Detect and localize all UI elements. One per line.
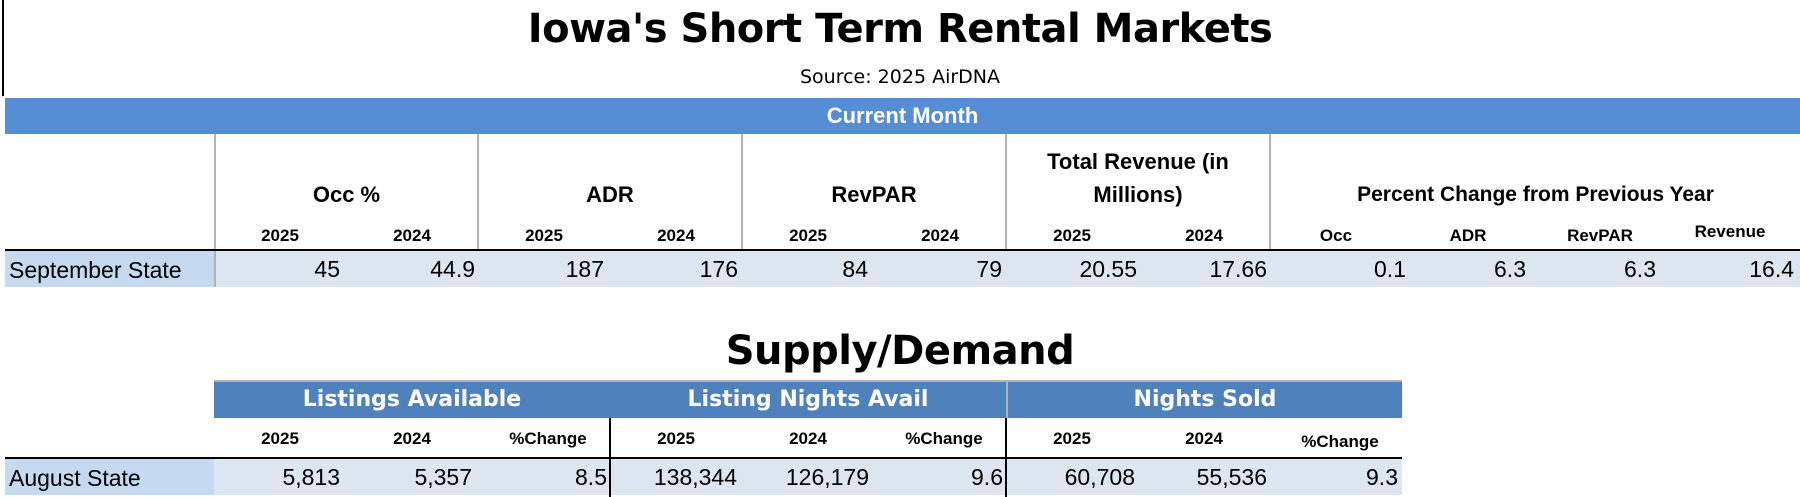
- sd-band-separator: [1006, 382, 1008, 418]
- row-top-rule: [5, 249, 1800, 251]
- supply-demand-title: Supply/Demand: [725, 328, 1075, 374]
- current-month-band: Current Month: [5, 98, 1800, 134]
- value-adr-2024: 176: [699, 256, 738, 282]
- header-total-revenue-line2: Millions): [1093, 182, 1183, 207]
- sd-col-label: 2024: [789, 429, 827, 448]
- pct-col-adr: ADR: [1449, 226, 1487, 245]
- sd-value: 9.6: [971, 464, 1003, 490]
- sd-col-label: %Change: [1301, 432, 1379, 451]
- year-label: 2025: [525, 226, 563, 245]
- value-pct-adr: 6.3: [1494, 256, 1526, 282]
- sd-col-label: %Change: [905, 429, 983, 448]
- sd-col-label: 2024: [393, 429, 431, 448]
- sd-col-label: 2025: [261, 429, 299, 448]
- value-adr-2025: 187: [565, 256, 604, 282]
- year-label: 2025: [1053, 226, 1091, 245]
- pct-col-occ: Occ: [1319, 226, 1353, 245]
- column-separator: [477, 134, 479, 287]
- sd-band-listings: Listings Available: [214, 382, 610, 418]
- header-revpar: RevPAR: [831, 182, 917, 207]
- header-adr: ADR: [586, 182, 634, 207]
- year-label: 2024: [1185, 226, 1223, 245]
- year-label: 2024: [393, 226, 431, 245]
- data-row: [216, 251, 1800, 287]
- row-label-august: August State: [5, 459, 214, 495]
- row-label-september: September State: [5, 251, 214, 287]
- sd-col-label: 2025: [657, 429, 695, 448]
- sd-col-label: 2024: [1185, 429, 1223, 448]
- value-revpar-2024: 79: [976, 256, 1002, 282]
- sd-value: 8.5: [575, 464, 607, 490]
- year-label: 2025: [789, 226, 827, 245]
- value-revenue-2025: 20.55: [1079, 256, 1137, 282]
- left-border-rule: [2, 0, 4, 96]
- sd-band-nights-sold: Nights Sold: [1008, 382, 1402, 418]
- value-revenue-2024: 17.66: [1209, 256, 1267, 282]
- pct-col-revenue: Revenue: [1694, 222, 1766, 241]
- header-total-revenue-line1: Total Revenue (in: [1047, 149, 1229, 174]
- value-pct-occ: 0.1: [1374, 256, 1406, 282]
- sd-row-top-rule: [5, 457, 1402, 459]
- column-separator: [1269, 134, 1271, 287]
- value-pct-revpar: 6.3: [1624, 256, 1656, 282]
- sd-col-label: 2025: [1053, 429, 1091, 448]
- sd-value: 55,536: [1196, 464, 1267, 490]
- sd-top-rule: [214, 380, 1402, 382]
- value-revpar-2025: 84: [842, 256, 868, 282]
- sd-value: 126,179: [785, 464, 869, 490]
- page-title: Iowa's Short Term Rental Markets: [527, 6, 1273, 52]
- header-occ: Occ %: [312, 182, 381, 207]
- value-occ-2025: 45: [314, 256, 340, 282]
- sd-value: 138,344: [653, 464, 737, 490]
- sd-value: 5,813: [282, 464, 340, 490]
- sd-band-listing-nights: Listing Nights Avail: [610, 382, 1006, 418]
- column-separator: [214, 134, 216, 287]
- header-pct-change: Percent Change from Previous Year: [1357, 183, 1714, 206]
- year-label: 2024: [921, 226, 959, 245]
- value-occ-2024: 44.9: [430, 256, 475, 282]
- pct-col-revpar: RevPAR: [1567, 226, 1633, 245]
- value-pct-revenue: 16.4: [1749, 256, 1794, 282]
- sd-data-row: [214, 459, 609, 495]
- column-separator: [741, 134, 743, 287]
- sd-data-row: [611, 459, 1005, 495]
- sd-value: 60,708: [1064, 464, 1135, 490]
- sd-col-label: %Change: [509, 429, 587, 448]
- year-label: 2024: [657, 226, 695, 245]
- column-separator: [1005, 134, 1007, 287]
- sd-value: 9.3: [1366, 464, 1398, 490]
- sd-data-row: [1007, 459, 1402, 495]
- year-label: 2025: [261, 226, 299, 245]
- sd-value: 5,357: [414, 464, 472, 490]
- source-note: Source: 2025 AirDNA: [799, 66, 1001, 88]
